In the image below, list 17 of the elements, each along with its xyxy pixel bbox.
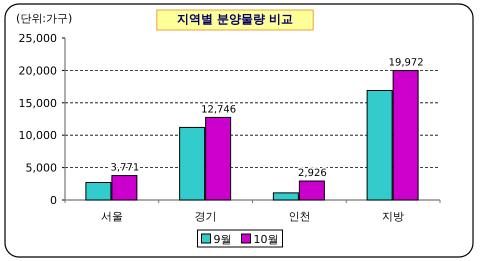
x-tick-label: 인천 (288, 210, 310, 223)
y-tick-label: 10,000 (18, 129, 57, 142)
y-tick-label: 5,000 (26, 162, 57, 175)
y-tick-label: 20,000 (18, 64, 57, 78)
data-label: 19,972 (388, 58, 424, 69)
text: (단위:가구) (16, 12, 72, 25)
x-tick-label: 지방 (382, 210, 404, 223)
data-label: 2,926 (298, 168, 327, 180)
y-tick-label: 25,000 (18, 32, 57, 45)
y-tick-label: 15,000 (18, 96, 57, 110)
data-label: 12,746 (201, 104, 236, 116)
x-tick-label: 서울 (100, 210, 123, 223)
legend-label: 10월 (254, 233, 278, 246)
legend-label: 9월 (214, 233, 232, 246)
chart-title: 지역별 분양물량 비교 (176, 12, 294, 26)
y-tick-label: 0 (50, 194, 57, 207)
x-tick-label: 경기 (194, 210, 217, 223)
